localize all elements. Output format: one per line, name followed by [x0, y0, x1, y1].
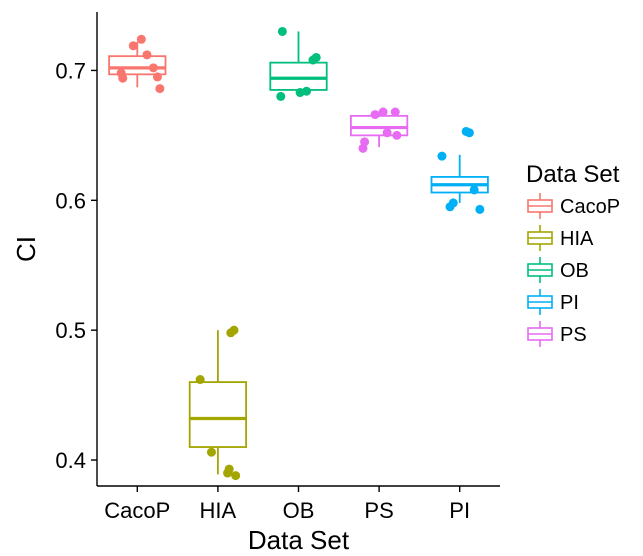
x-tick-label: HIA: [200, 498, 237, 523]
data-point: [475, 204, 485, 214]
legend-item-ob: OB: [527, 257, 589, 283]
data-point: [128, 41, 138, 51]
x-tick-label: CacoP: [104, 498, 170, 523]
legend-item-pi: PI: [527, 289, 579, 315]
legend-label: PI: [560, 292, 579, 314]
y-axis-label: CI: [11, 236, 41, 262]
box-pi: [430, 126, 489, 214]
x-tick-label: PS: [364, 498, 393, 523]
data-point: [142, 50, 152, 60]
box-cacop: [108, 34, 167, 94]
x-axis-label: Data Set: [248, 525, 350, 555]
data-point: [360, 137, 370, 147]
x-axis-ticks: CacoP HIA OB PS PI: [104, 486, 470, 523]
data-point: [118, 73, 128, 83]
data-point: [195, 375, 205, 385]
y-tick-label: 0.4: [55, 448, 86, 473]
x-tick-label: PI: [449, 498, 470, 523]
data-point: [152, 72, 162, 82]
box-iqr: [269, 61, 328, 91]
legend-item-cacop: CacoP: [527, 193, 620, 219]
data-point: [464, 128, 474, 138]
legend-label: CacoP: [560, 196, 620, 218]
legend-title: Data Set: [526, 161, 620, 188]
data-point: [229, 325, 239, 335]
data-point: [378, 107, 388, 117]
data-point: [370, 110, 380, 120]
data-point: [136, 34, 146, 44]
data-point: [302, 86, 312, 96]
data-point: [277, 26, 287, 36]
box-ob: [269, 26, 328, 101]
legend-item-hia: HIA: [527, 225, 594, 251]
data-point: [311, 52, 321, 62]
y-tick-label: 0.5: [55, 318, 86, 343]
plot-area: [108, 26, 489, 481]
legend-label: PS: [560, 324, 587, 346]
data-point: [206, 447, 216, 457]
legend-item-ps: PS: [527, 321, 587, 347]
x-tick-label: OB: [283, 498, 315, 523]
y-tick-label: 0.7: [55, 58, 86, 83]
data-point: [382, 128, 392, 138]
data-point: [448, 198, 458, 208]
data-point: [155, 84, 165, 94]
data-point: [392, 130, 402, 140]
data-point: [469, 185, 479, 195]
box-hia: [188, 325, 248, 481]
data-point: [231, 471, 241, 481]
data-point: [437, 151, 447, 161]
y-axis-ticks: 0.4 0.5 0.6 0.7: [55, 58, 97, 473]
legend-label: HIA: [560, 228, 594, 250]
data-point: [148, 63, 158, 73]
box-ps: [349, 107, 409, 153]
data-point: [276, 91, 286, 101]
data-point: [390, 107, 400, 117]
y-tick-label: 0.6: [55, 188, 86, 213]
legend: Data Set CacoP HIA OB PI PS: [526, 161, 620, 347]
data-point: [224, 464, 234, 474]
legend-label: OB: [560, 260, 589, 282]
box-iqr: [188, 381, 248, 448]
